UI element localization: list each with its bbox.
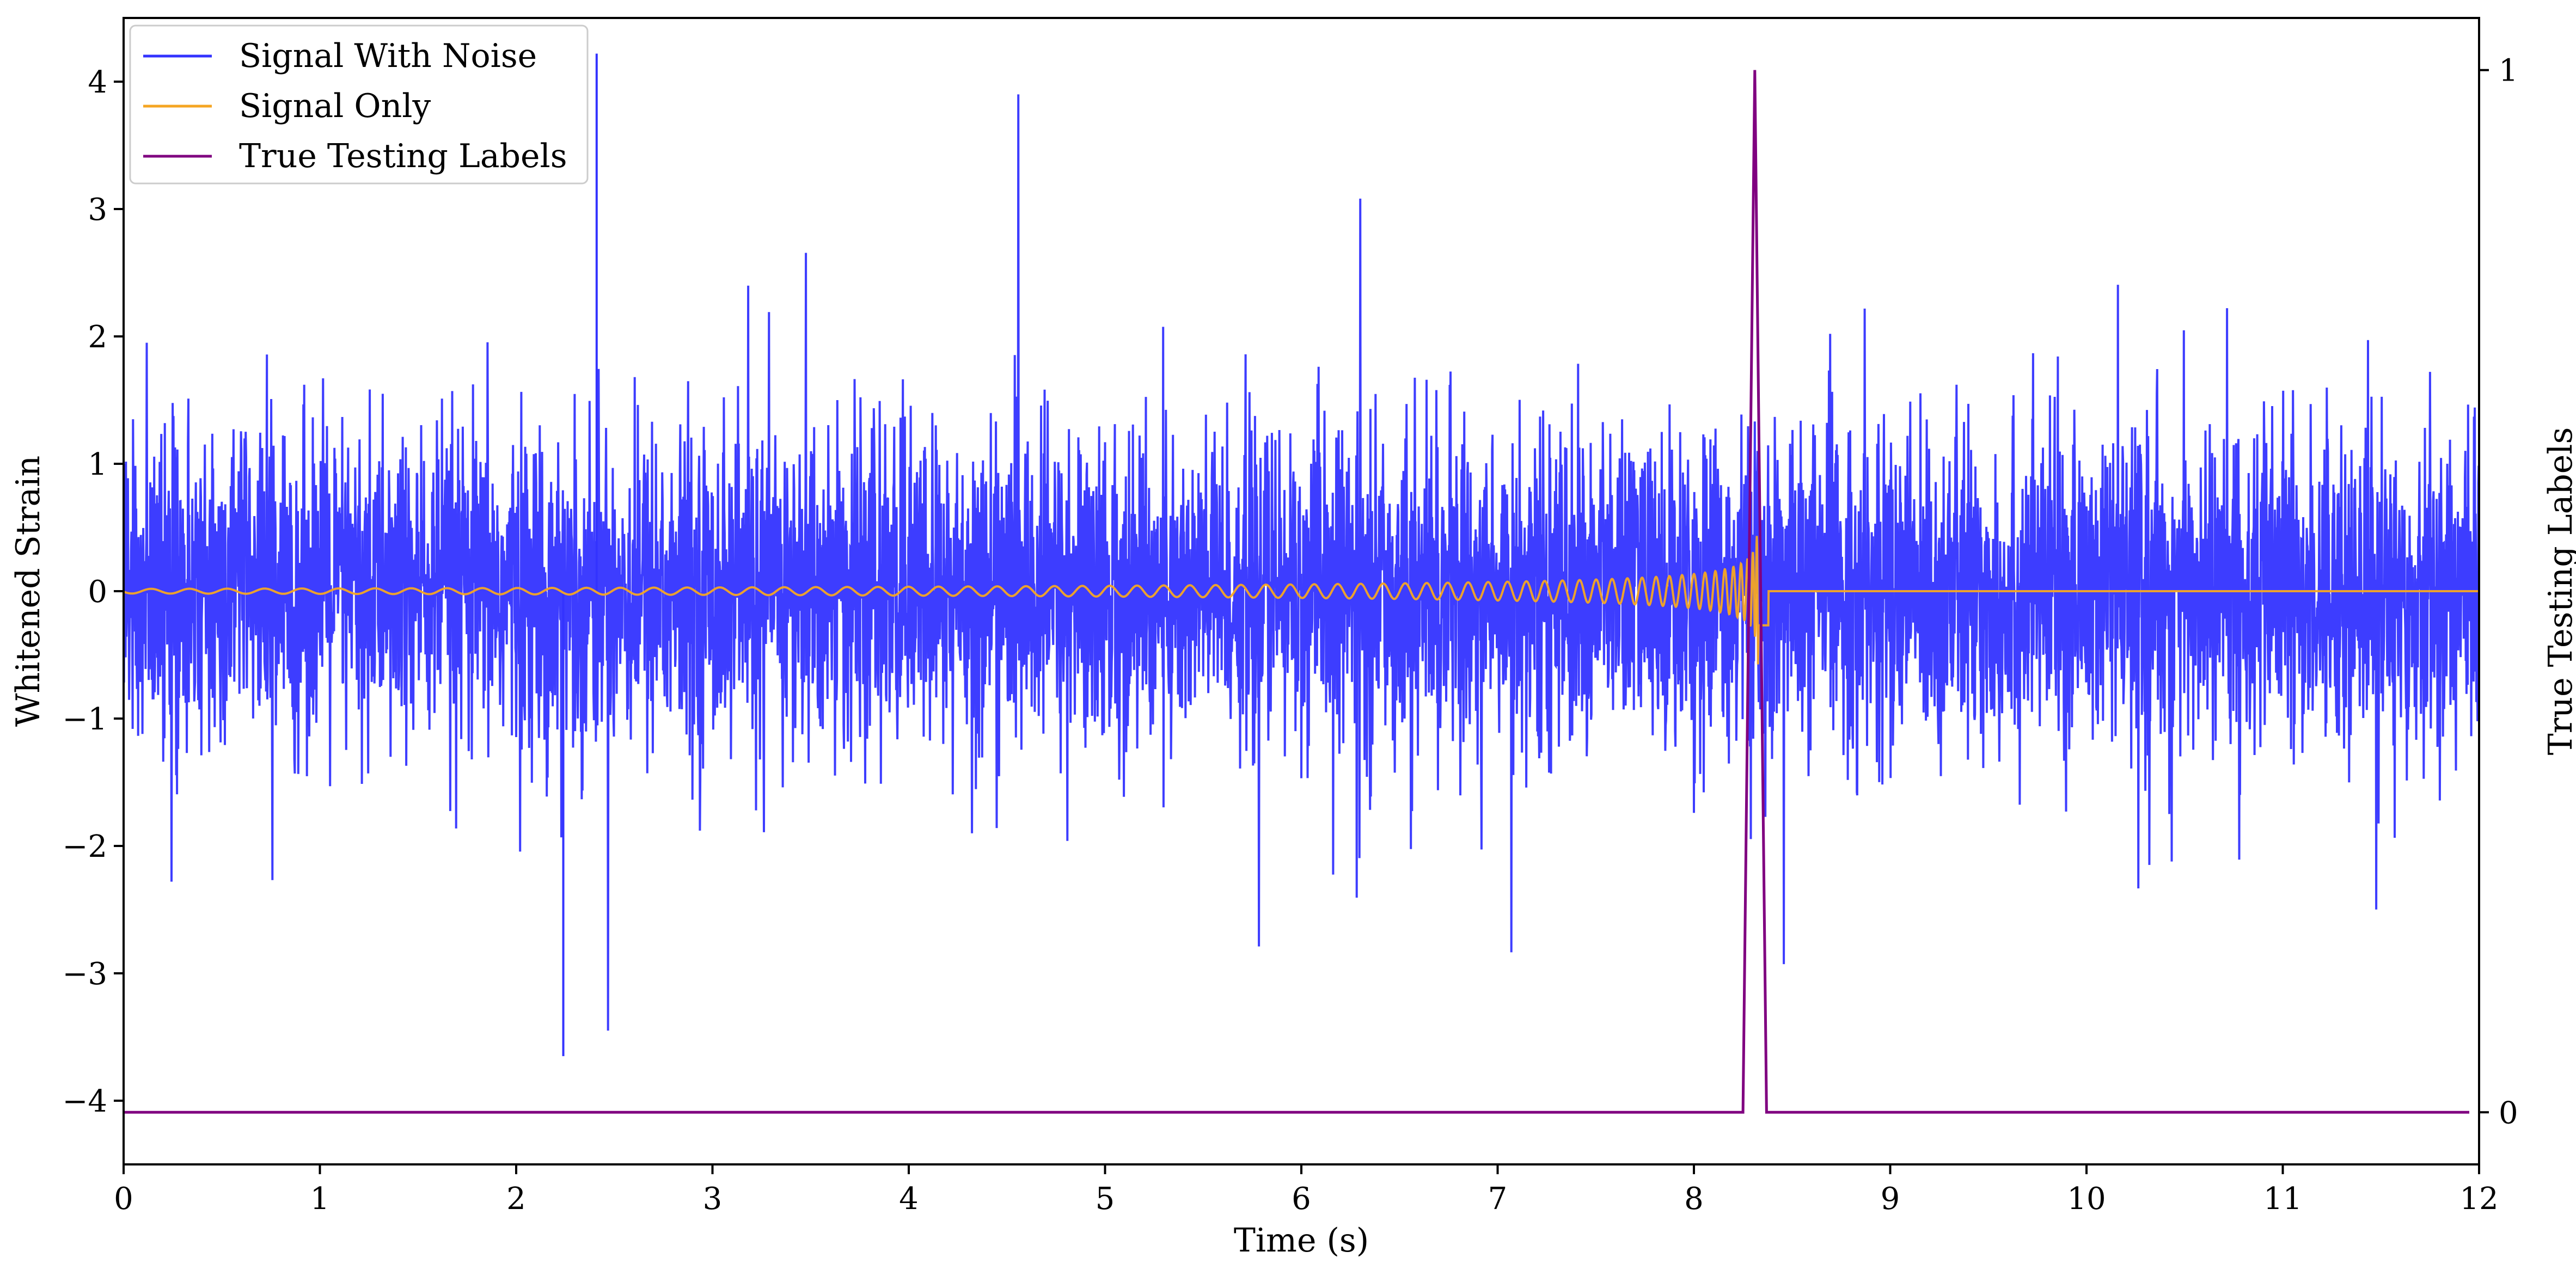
y2-axis-label: True Testing Labels: [2542, 427, 2576, 756]
series-signal-only-line: [124, 536, 2479, 665]
series-true-testing-labels-line: [124, 70, 2469, 1114]
x-tick-label: 6: [1292, 1181, 1311, 1217]
legend-box: [129, 24, 589, 185]
y-tick-label: −2: [62, 829, 107, 864]
y-axis-label: Whitened Strain: [9, 456, 47, 727]
legend-label-true-testing-labels: True Testing Labels: [239, 137, 567, 175]
legend-label-signal-only: Signal Only: [239, 87, 431, 125]
y-tick-label: 3: [88, 192, 107, 228]
y-tick-label: 0: [88, 574, 107, 610]
x-tick-label: 11: [2263, 1181, 2302, 1217]
x-tick-label: 9: [1881, 1181, 1900, 1217]
legend-label-signal-with-noise: Signal With Noise: [239, 37, 537, 75]
x-tick-label: 12: [2459, 1181, 2498, 1217]
y2-tick-label: 1: [2499, 53, 2518, 89]
x-axis-label: Time (s): [1234, 1222, 1369, 1260]
y2-tick-label: 0: [2499, 1095, 2518, 1131]
x-tick-label: 2: [506, 1181, 526, 1217]
legend: Signal With Noise Signal Only True Testi…: [129, 24, 589, 185]
y-tick-label: −3: [62, 956, 107, 992]
y-tick-label: −4: [62, 1084, 107, 1119]
y-tick-label: 1: [88, 447, 107, 482]
x-tick-label: 8: [1684, 1181, 1704, 1217]
y-tick-label: 2: [88, 320, 107, 355]
x-tick-label: 10: [2067, 1181, 2106, 1217]
y-tick-label: −1: [62, 702, 107, 737]
x-tick-label: 5: [1096, 1181, 1115, 1217]
y-tick-label: 4: [88, 65, 107, 100]
x-tick-label: 4: [899, 1181, 919, 1217]
x-tick-label: 1: [310, 1181, 330, 1217]
series-signal-with-noise-line: [124, 94, 2479, 1031]
x-tick-label: 0: [114, 1181, 133, 1217]
x-tick-label: 3: [703, 1181, 723, 1217]
y2-axis-ticks: 01: [2479, 53, 2518, 1131]
y-axis-ticks: −4 −3 −2 −1 0 1 2 3 4: [62, 65, 124, 1119]
x-axis-ticks: 0 1 2 3 4 5 6 7 8 9 10 11 12: [114, 1164, 2499, 1217]
x-tick-label: 7: [1488, 1181, 1508, 1217]
